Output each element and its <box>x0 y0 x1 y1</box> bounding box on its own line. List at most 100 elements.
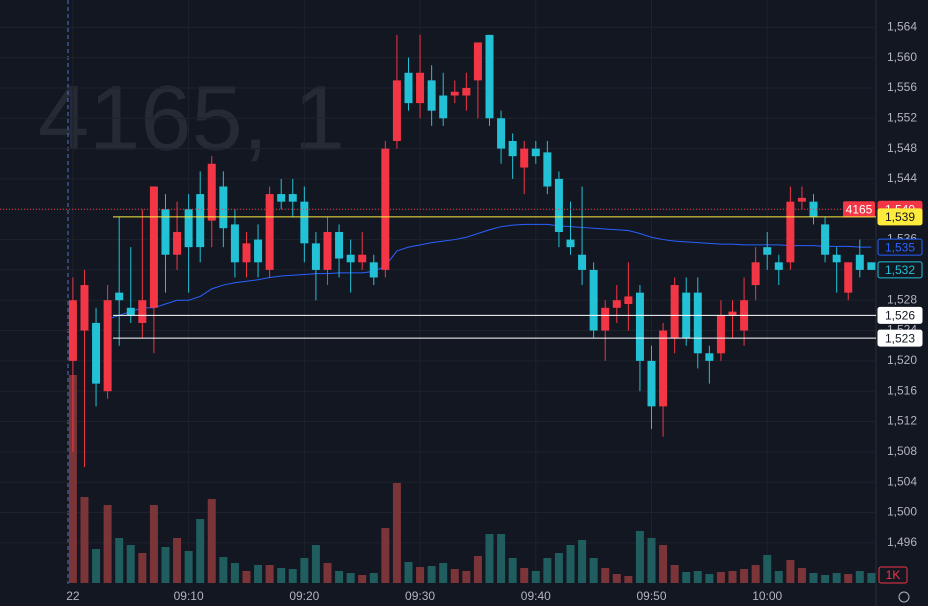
candle-body <box>624 296 633 305</box>
y-tick-label: 1,516 <box>887 383 917 397</box>
price-tag <box>877 306 923 324</box>
x-tick-label: 09:10 <box>174 589 204 603</box>
volume-bar <box>554 553 563 583</box>
candle-body <box>693 292 702 354</box>
candle-body <box>473 42 482 81</box>
candle-body <box>554 178 563 232</box>
volume-bar <box>786 560 795 583</box>
candle-body <box>323 231 332 270</box>
candle-body <box>450 91 459 96</box>
price-tag-label: 1,539 <box>885 210 915 224</box>
volume-bar <box>855 571 864 583</box>
volume-bar <box>601 568 610 583</box>
symbol-tag <box>843 201 875 218</box>
price-tag-label: 1,535 <box>885 240 915 254</box>
symbol-tag-label: 4165 <box>846 202 873 216</box>
price-tag <box>877 261 923 279</box>
volume-bar <box>103 505 112 583</box>
candle-body <box>392 80 401 142</box>
candle-body <box>867 262 876 270</box>
candle-body <box>705 353 714 361</box>
volume-bar <box>797 568 806 583</box>
candle-body <box>68 300 77 361</box>
candle-body <box>103 300 112 392</box>
y-tick-label: 1,564 <box>887 19 917 33</box>
volume-bar <box>624 576 633 583</box>
candle-body <box>821 224 830 255</box>
volume-bar <box>659 545 668 583</box>
price-tag <box>877 208 923 226</box>
candle-body <box>578 254 587 270</box>
volume-bar <box>751 565 760 583</box>
volume-bar <box>92 549 101 583</box>
volume-bar <box>404 562 413 583</box>
volume-bar <box>566 545 575 583</box>
price-tag-label: 1,526 <box>885 309 915 323</box>
candle-body <box>797 197 806 202</box>
volume-bar <box>635 531 644 583</box>
y-tick-label: 1,512 <box>887 414 917 428</box>
volume-tag-label: 1K <box>886 568 901 582</box>
candle-body <box>728 311 737 316</box>
price-tag <box>877 329 923 347</box>
candle-body <box>589 269 598 331</box>
candle-body <box>612 300 621 308</box>
candle-body <box>485 34 494 119</box>
candle-body <box>670 285 679 339</box>
price-tag-label: 1,523 <box>885 331 915 345</box>
volume-bar <box>416 567 425 583</box>
x-tick-label: 09:50 <box>636 589 666 603</box>
volume-bar <box>809 573 818 583</box>
volume-bar <box>716 572 725 583</box>
vwap-line <box>107 223 872 320</box>
volume-bar <box>740 569 749 583</box>
candle-body <box>381 148 390 270</box>
volume-bar <box>427 566 436 583</box>
y-tick-label: 1,544 <box>887 171 917 185</box>
y-tick-label: 1,548 <box>887 141 917 155</box>
y-tick-label: 1,528 <box>887 292 917 306</box>
volume-bar <box>184 551 193 583</box>
candle-body <box>242 243 251 263</box>
volume-bar <box>763 555 772 583</box>
x-tick-label: 10:00 <box>752 589 782 603</box>
y-tick-label: 1,552 <box>887 110 917 124</box>
volume-bar <box>323 563 332 583</box>
volume-bar <box>682 572 691 583</box>
candle-body <box>763 247 772 255</box>
volume-tag <box>878 566 908 584</box>
candle-body <box>138 300 147 323</box>
volume-bar <box>138 553 147 583</box>
x-tick-label: 09:30 <box>405 589 435 603</box>
candle-body <box>346 254 355 263</box>
candle-body <box>80 285 89 331</box>
volume-bar <box>161 547 170 583</box>
candle-body <box>635 292 644 361</box>
candle-body <box>115 292 124 301</box>
volume-bar <box>392 483 401 583</box>
candle-body <box>404 72 413 104</box>
x-tick-label: 09:20 <box>289 589 319 603</box>
volume-bar <box>242 571 251 583</box>
volume-bar <box>358 575 367 583</box>
volume-bar <box>450 569 459 583</box>
volume-bar <box>531 571 540 583</box>
candle-body <box>508 141 517 157</box>
candle-body <box>358 254 367 263</box>
candle-body <box>230 224 239 263</box>
candle-body <box>855 254 864 270</box>
volume-bar <box>149 505 158 583</box>
volume-bar <box>543 558 552 583</box>
volume-bar <box>832 573 841 583</box>
candle-body <box>277 194 286 202</box>
volume-bar <box>369 573 378 583</box>
candle-body <box>520 148 529 168</box>
candle-body <box>126 307 135 316</box>
candle-body <box>254 239 263 263</box>
settings-icon[interactable] <box>898 591 910 603</box>
volume-bar <box>300 558 309 583</box>
candle-body <box>647 360 656 407</box>
candle-body <box>184 209 193 248</box>
candle-body <box>462 87 471 96</box>
candle-body <box>92 322 101 384</box>
